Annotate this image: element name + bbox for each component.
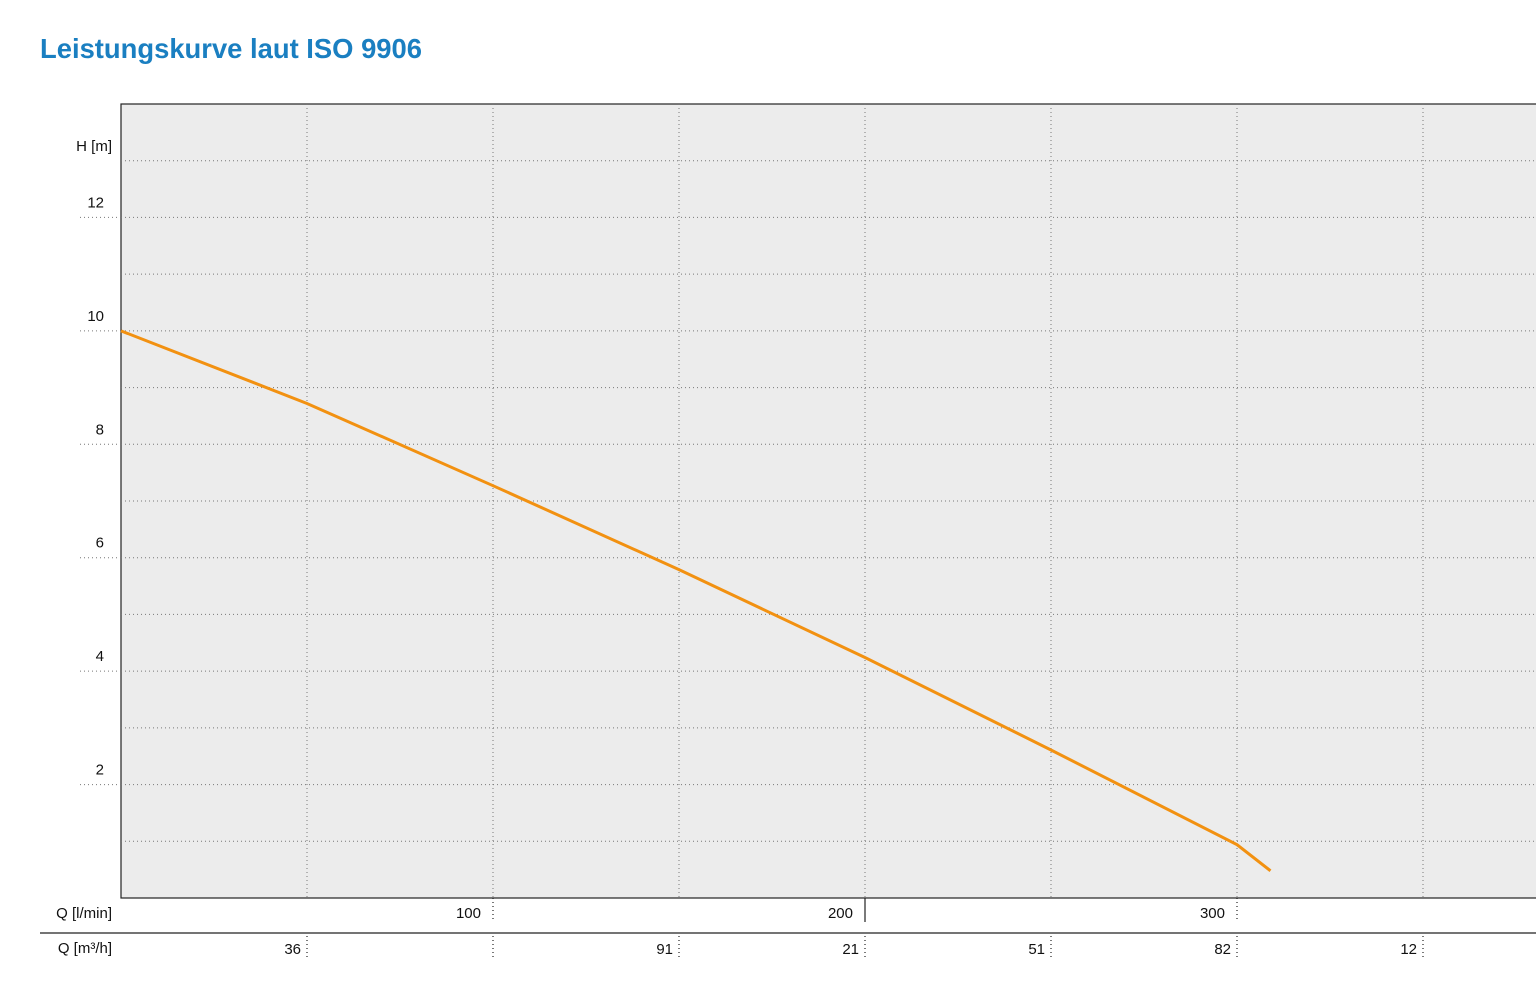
data-line [120,329,1272,872]
y-tick-label: 2 [96,762,104,779]
x-axis-label: Q [l/min] [56,905,112,922]
x2-axis-label: Q [m³/h] [58,940,112,957]
x2-tick-label: 91 [656,941,673,958]
y-tick-label: 6 [96,535,104,552]
y-tick-label: 8 [96,421,104,438]
x2-tick-label: 12 [1400,941,1417,958]
x-tick-label: 200 [828,905,853,922]
x-tick-label: 100 [456,905,481,922]
plot-area [120,103,1536,899]
y-tick-label: 12 [87,194,104,211]
x2-tick-label: 21 [842,941,859,958]
x2-tick-label: 36 [284,941,301,958]
y-tick-label: 10 [87,308,104,325]
y-tick-label: 4 [96,648,104,665]
x-tick-label: 300 [1200,905,1225,922]
chart-title: Leistungskurve laut ISO 9906 [40,33,422,64]
x2-tick-label: 51 [1028,941,1045,958]
y-axis-label: H [m] [76,138,112,155]
x2-tick-label: 82 [1214,941,1231,958]
